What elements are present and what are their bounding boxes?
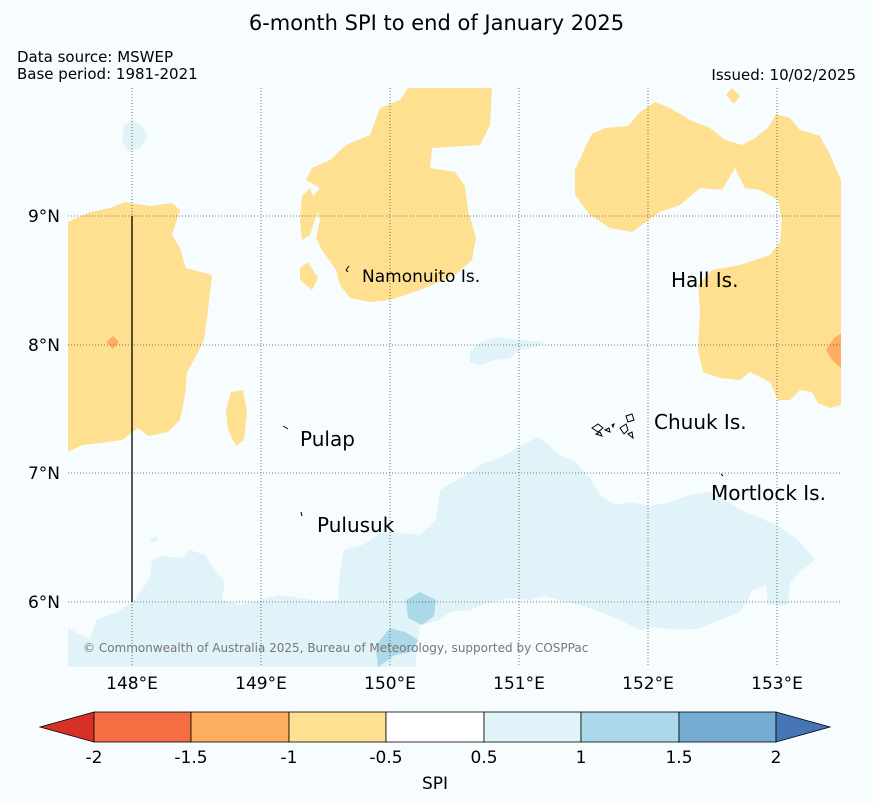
colorbar-bin-p1: [580, 711, 680, 743]
lat-label-8n: 8°N: [28, 336, 60, 356]
colorbar-label: SPI: [422, 774, 448, 794]
colorbar-bin-p05: [483, 711, 582, 743]
map-title: 6-month SPI to end of January 2025: [248, 11, 625, 35]
colorbar-extend-low: [38, 711, 95, 743]
colorbar-tick: -1.5: [174, 748, 207, 768]
colorbar-tick: -2: [86, 748, 103, 768]
place-label-namonuito: Namonuito Is.: [362, 267, 480, 287]
colorbar-bin-m1: [288, 711, 387, 743]
chuuk-island-shapes: [591, 413, 635, 440]
drier-spot-east: [826, 334, 841, 368]
data-source-text: Data source: MSWEP: [17, 48, 174, 66]
wet-region-south: [68, 437, 815, 667]
place-label-chuuk: Chuuk Is.: [654, 410, 747, 434]
pulap-island-shape: [282, 425, 289, 430]
namonuito-island-shape: [345, 265, 350, 273]
dry-region-north-east: [575, 102, 841, 408]
colorbar-tick: 2: [771, 748, 782, 768]
source-info: Data source: MSWEP Base period: 1981-202…: [17, 49, 198, 83]
dry-region-west: [68, 202, 212, 452]
lat-label-6n: 6°N: [28, 593, 60, 613]
lon-label-153e: 153°E: [751, 674, 803, 694]
lon-label-151e: 151°E: [493, 674, 545, 694]
dry-spot-small: [300, 262, 318, 290]
issued-date: Issued: 10/02/2025: [711, 66, 856, 84]
colorbar-extend-high: [775, 711, 832, 743]
lat-label-9n: 9°N: [28, 207, 60, 227]
colorbar-tick: 1.5: [665, 748, 692, 768]
lon-label-152e: 152°E: [622, 674, 674, 694]
copyright-text: © Commonwealth of Australia 2025, Bureau…: [83, 641, 588, 655]
pulusuk-island-shape: [300, 511, 303, 517]
wet-region-central: [470, 337, 545, 365]
colorbar-tick: 0.5: [470, 748, 497, 768]
lon-label-149e: 149°E: [235, 674, 287, 694]
colorbar-bin-p15: [678, 711, 777, 743]
mortlock-island-shape: [720, 473, 724, 477]
spi-field: [68, 88, 841, 667]
lon-label-148e: 148°E: [106, 674, 158, 694]
place-label-mortlock: Mortlock Is.: [711, 481, 826, 505]
drier-spot-west: [106, 336, 119, 349]
islands: [282, 265, 724, 517]
gridlines: [68, 88, 841, 667]
wet-region-north: [122, 120, 148, 152]
wetter-region-2: [376, 628, 418, 667]
lon-label-150e: 150°E: [364, 674, 416, 694]
wetter-region-1: [406, 592, 436, 625]
colorbar-tick: -1: [281, 748, 298, 768]
lat-label-7n: 7°N: [28, 464, 60, 484]
colorbar-bin-neutral: [385, 711, 485, 743]
colorbar-bin-m15: [190, 711, 290, 743]
base-period-text: Base period: 1981-2021: [17, 65, 198, 83]
colorbar-tick: 1: [576, 748, 587, 768]
dry-spot-north-east: [726, 88, 740, 104]
colorbar-tick: -0.5: [369, 748, 402, 768]
place-label-hall: Hall Is.: [671, 268, 738, 292]
dry-spot-west-island: [226, 390, 247, 446]
dry-spot-north-central-2: [300, 188, 318, 240]
wet-spot-west: [150, 536, 158, 543]
place-label-pulusuk: Pulusuk: [317, 513, 395, 537]
colorbar-bin-m2: [93, 711, 192, 743]
colorbar: -2 -1.5 -1 -0.5 0.5 1 1.5 2 SPI: [38, 711, 832, 794]
place-label-pulap: Pulap: [300, 427, 355, 451]
dry-region-north-central: [306, 88, 492, 302]
